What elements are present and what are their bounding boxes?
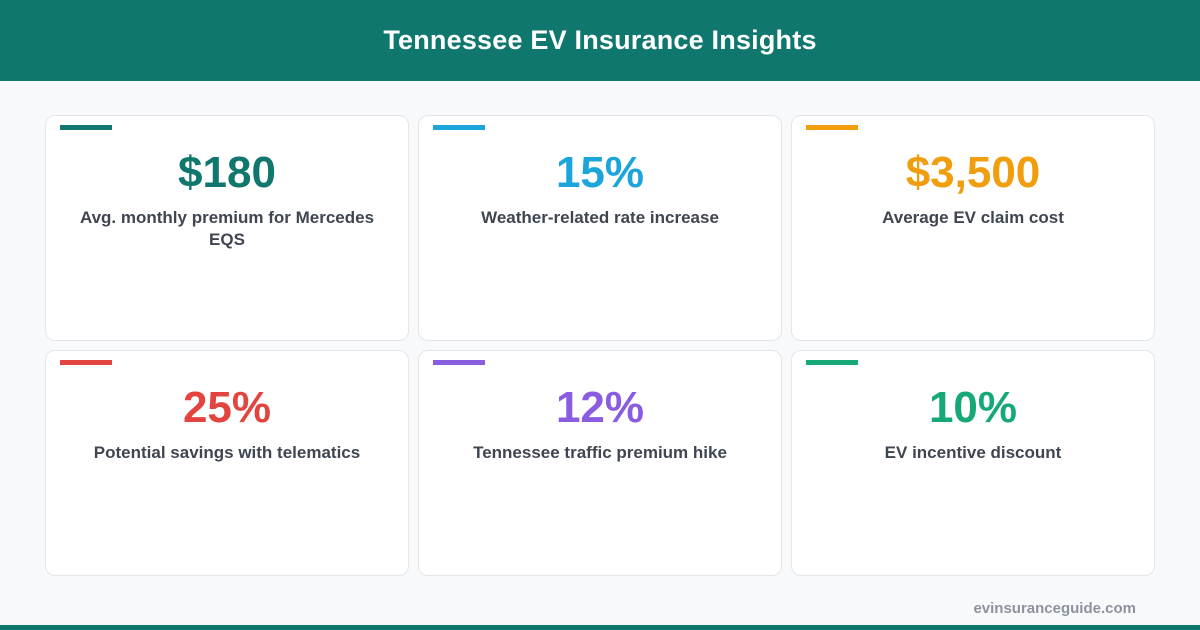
stat-card-weather-rate: 15% Weather-related rate increase <box>418 115 782 341</box>
card-accent-bar <box>60 125 112 130</box>
stat-card-incentive-discount: 10% EV incentive discount <box>791 350 1155 576</box>
stat-value: 25% <box>182 383 272 432</box>
stat-value: $3,500 <box>905 148 1041 197</box>
stat-card-claim-cost: $3,500 Average EV claim cost <box>791 115 1155 341</box>
stat-value: $180 <box>178 148 276 197</box>
card-accent-bar <box>433 125 485 130</box>
stat-label: Avg. monthly premium for Mercedes EQS <box>79 208 375 249</box>
stat-value: 12% <box>555 383 645 432</box>
stat-label: Average EV claim cost <box>882 208 1064 227</box>
stat-card-monthly-premium: $180 Avg. monthly premium for Mercedes E… <box>45 115 409 341</box>
card-accent-bar <box>806 125 858 130</box>
card-accent-bar <box>60 360 112 365</box>
header-banner: Tennessee EV Insurance Insights <box>0 0 1200 81</box>
stat-label: Tennessee traffic premium hike <box>473 443 727 462</box>
stat-label: Potential savings with telematics <box>93 443 361 462</box>
stat-label: EV incentive discount <box>884 443 1062 462</box>
stat-card-traffic-hike: 12% Tennessee traffic premium hike <box>418 350 782 576</box>
page-title: Tennessee EV Insurance Insights <box>383 25 817 55</box>
card-accent-bar <box>806 360 858 365</box>
stat-value: 15% <box>555 148 645 197</box>
stat-label: Weather-related rate increase <box>481 208 719 227</box>
stat-card-telematics-savings: 25% Potential savings with telematics <box>45 350 409 576</box>
stat-value: 10% <box>928 383 1018 432</box>
footer-url: evinsuranceguide.com <box>973 600 1136 617</box>
card-accent-bar <box>433 360 485 365</box>
bottom-accent-bar <box>0 625 1200 630</box>
stats-grid: $180 Avg. monthly premium for Mercedes E… <box>45 115 1155 576</box>
